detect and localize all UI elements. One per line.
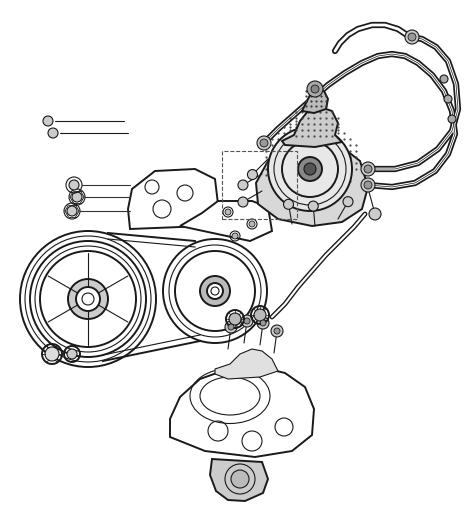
Circle shape [72, 192, 82, 203]
Circle shape [43, 117, 53, 127]
Circle shape [249, 221, 255, 228]
Circle shape [361, 163, 375, 177]
Circle shape [260, 140, 268, 148]
Polygon shape [170, 367, 314, 457]
Circle shape [67, 207, 77, 216]
Circle shape [274, 328, 280, 334]
Circle shape [207, 284, 223, 299]
Circle shape [271, 325, 283, 337]
Circle shape [268, 128, 352, 212]
Circle shape [247, 170, 257, 180]
Circle shape [67, 349, 77, 359]
Circle shape [260, 320, 266, 326]
Circle shape [408, 34, 416, 42]
Polygon shape [180, 202, 272, 242]
Circle shape [241, 316, 253, 327]
Circle shape [244, 318, 250, 324]
Circle shape [283, 200, 293, 210]
Circle shape [254, 309, 266, 321]
Circle shape [311, 86, 319, 94]
Polygon shape [215, 349, 278, 379]
Polygon shape [302, 90, 328, 114]
Circle shape [238, 181, 248, 191]
Circle shape [76, 288, 100, 312]
Circle shape [232, 234, 238, 240]
Circle shape [304, 164, 316, 176]
Circle shape [68, 279, 108, 319]
Polygon shape [282, 108, 342, 148]
Circle shape [48, 129, 58, 139]
Circle shape [343, 197, 353, 207]
Circle shape [298, 158, 322, 182]
Circle shape [257, 318, 269, 329]
Circle shape [444, 96, 452, 104]
Circle shape [440, 76, 448, 84]
Polygon shape [210, 459, 268, 501]
Circle shape [405, 31, 419, 45]
Bar [222, 152, 297, 219]
Circle shape [361, 179, 375, 192]
Circle shape [225, 321, 237, 333]
Circle shape [308, 202, 318, 212]
Circle shape [369, 209, 381, 220]
Circle shape [231, 470, 249, 488]
Circle shape [364, 182, 372, 190]
Circle shape [229, 314, 241, 325]
Circle shape [364, 165, 372, 174]
Circle shape [225, 210, 231, 216]
Circle shape [238, 197, 248, 208]
Circle shape [45, 347, 59, 361]
Circle shape [448, 116, 456, 124]
Circle shape [307, 82, 323, 98]
Polygon shape [256, 142, 368, 227]
Circle shape [200, 276, 230, 306]
Circle shape [257, 137, 271, 151]
Circle shape [228, 324, 234, 330]
Circle shape [69, 181, 79, 191]
Polygon shape [128, 169, 218, 230]
